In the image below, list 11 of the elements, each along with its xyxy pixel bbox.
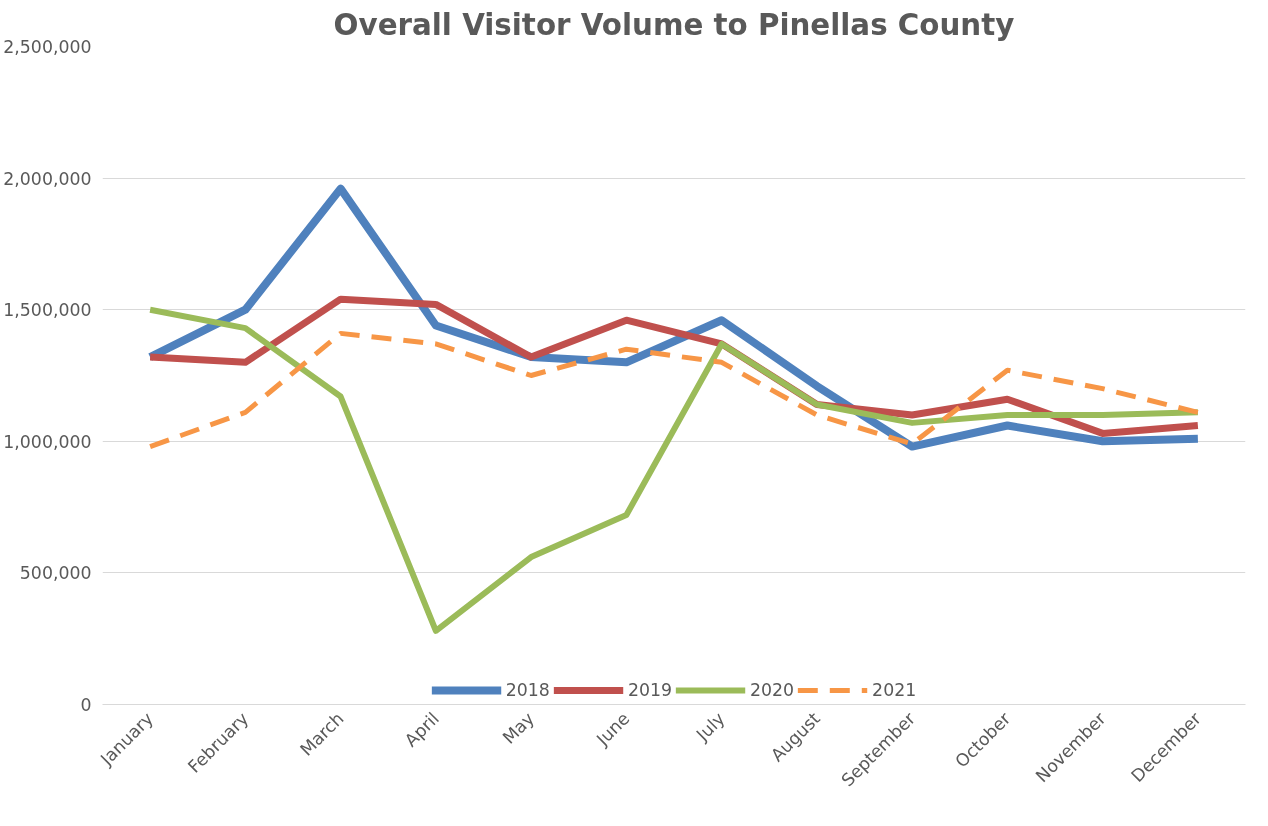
y-tick-label: 2,500,000 [3,37,92,57]
chart-title: Overall Visitor Volume to Pinellas County [333,7,1015,42]
y-tick-label: 1,000,000 [3,431,92,452]
y-tick-label: 2,000,000 [3,168,92,189]
legend-label: 2021 [872,680,917,700]
legend-label: 2019 [627,680,672,700]
y-tick-label: 1,500,000 [3,300,92,321]
y-tick-label: 0 [80,695,92,715]
y-tick-label: 500,000 [19,563,92,584]
legend-label: 2018 [505,680,550,700]
legend-label: 2020 [750,680,795,700]
